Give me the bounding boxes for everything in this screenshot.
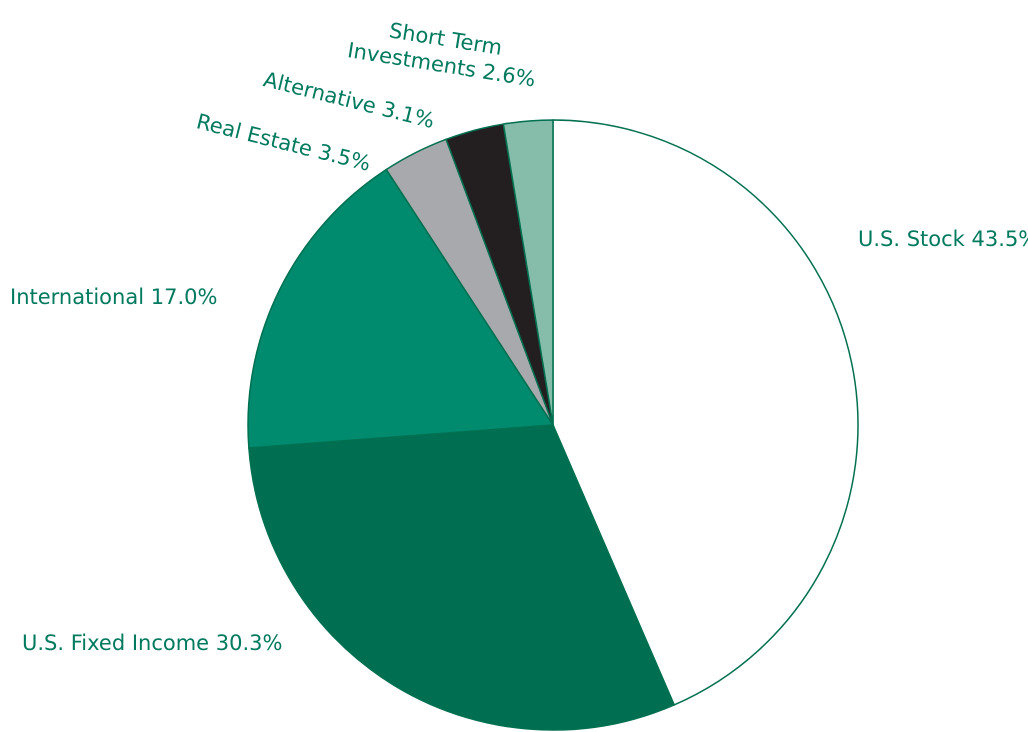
- pie-slice: [247, 168, 555, 449]
- value-label: 43.5%: [971, 227, 1028, 251]
- slice-label: U.S. Fixed Income 30.3%: [22, 630, 283, 656]
- value-label: 30.3%: [215, 631, 283, 655]
- category-label: U.S. Stock: [858, 227, 965, 251]
- slice-label: International 17.0%: [10, 284, 217, 310]
- pie-slice: [248, 424, 676, 731]
- pie-slice: [502, 119, 554, 426]
- category-label: U.S. Fixed Income: [22, 631, 210, 655]
- category-label: International: [10, 285, 145, 309]
- slice-label: U.S. Stock 43.5%: [858, 226, 1028, 252]
- pie-slice: [552, 119, 859, 706]
- value-label: 17.0%: [150, 285, 218, 309]
